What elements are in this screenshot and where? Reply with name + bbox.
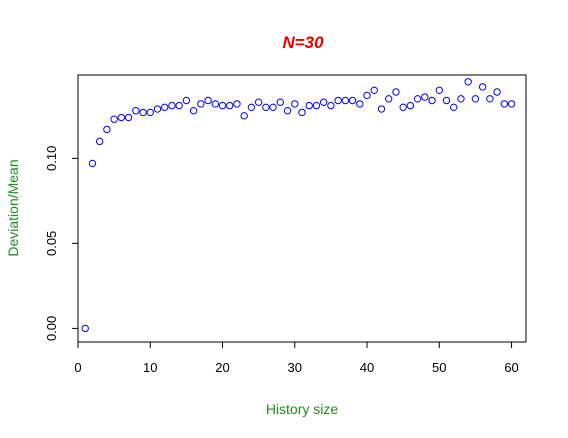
x-axis-label: History size <box>266 401 339 417</box>
data-point <box>421 93 429 101</box>
x-tick-label: 30 <box>288 360 302 375</box>
data-point <box>81 324 89 333</box>
data-point <box>457 95 465 103</box>
y-tick-label: 0.00 <box>44 316 59 341</box>
data-point <box>406 101 415 110</box>
data-point <box>117 113 126 122</box>
y-axis: 0.00 0.05 0.10 <box>44 146 79 341</box>
data-point <box>370 86 378 95</box>
data-point <box>399 103 407 112</box>
chart-title: N=30 <box>282 33 324 52</box>
data-point <box>377 105 386 113</box>
data-point <box>168 101 176 110</box>
data-point <box>442 96 451 105</box>
data-point <box>197 100 205 108</box>
data-point <box>175 101 183 110</box>
data-point <box>348 96 357 105</box>
data-point <box>341 96 350 105</box>
data-point <box>319 98 328 106</box>
data-point <box>478 83 487 91</box>
x-tick-label: 20 <box>215 360 229 375</box>
data-point <box>103 125 111 134</box>
data-point <box>291 100 299 108</box>
data-point <box>413 95 422 103</box>
data-point <box>312 101 321 110</box>
data-point <box>182 96 191 105</box>
x-tick-label: 10 <box>143 360 157 375</box>
y-tick-label: 0.10 <box>44 146 59 171</box>
data-point <box>233 100 241 108</box>
data-point <box>161 103 169 112</box>
data-point <box>507 100 516 108</box>
data-point <box>269 103 277 112</box>
data-point <box>486 95 494 103</box>
data-point <box>327 101 335 110</box>
data-point <box>226 101 234 110</box>
data-point <box>356 100 364 108</box>
data-point <box>428 96 436 105</box>
x-axis: 0 10 20 30 40 50 60 <box>74 341 519 375</box>
data-point <box>95 137 104 146</box>
data-point <box>254 98 263 106</box>
data-point <box>283 107 292 115</box>
data-point <box>211 100 219 108</box>
data-point <box>189 107 198 115</box>
data-point <box>218 101 227 110</box>
data-point <box>247 103 256 112</box>
data-point <box>500 100 509 108</box>
y-tick-label: 0.05 <box>44 231 59 256</box>
data-point <box>240 112 248 120</box>
data-point <box>88 159 97 168</box>
data-point <box>464 78 472 86</box>
data-points <box>81 78 516 333</box>
data-point <box>153 105 162 113</box>
data-point <box>132 107 140 115</box>
data-point <box>450 103 458 112</box>
data-point <box>276 98 285 106</box>
data-point <box>471 95 480 103</box>
data-point <box>392 88 400 96</box>
data-point <box>110 115 118 123</box>
x-tick-label: 0 <box>74 360 81 375</box>
data-point <box>139 108 147 117</box>
data-point <box>363 91 371 100</box>
data-point <box>334 96 342 105</box>
x-tick-label: 40 <box>360 360 374 375</box>
data-point <box>493 88 501 96</box>
y-axis-label: Deviation/Mean <box>5 159 21 256</box>
data-point <box>298 108 306 117</box>
data-point <box>385 95 393 103</box>
data-point <box>204 96 212 105</box>
x-tick-label: 50 <box>432 360 446 375</box>
data-point <box>305 101 313 110</box>
data-point <box>146 108 154 117</box>
x-tick-label: 60 <box>504 360 518 375</box>
data-point <box>262 103 270 112</box>
data-point <box>435 86 443 95</box>
data-point <box>124 113 133 122</box>
